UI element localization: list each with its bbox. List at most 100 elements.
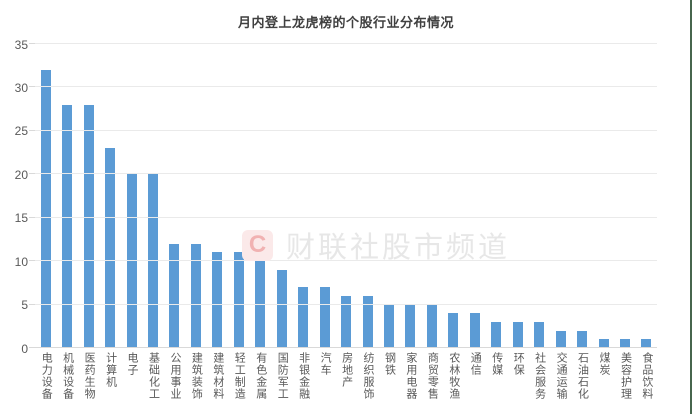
x-tick-label: 汽车 xyxy=(319,352,332,376)
y-tick-mark xyxy=(29,43,35,44)
bar-环保 xyxy=(512,321,523,348)
bar-column xyxy=(164,44,185,348)
x-label-cell: 汽车 xyxy=(314,352,335,400)
x-tick-label: 美容护理 xyxy=(619,352,632,400)
bar-column xyxy=(35,44,56,348)
bar-非银金融 xyxy=(298,287,309,348)
x-tick-label: 建筑装饰 xyxy=(190,352,203,400)
bar-建筑装饰 xyxy=(190,243,201,348)
y-tick-label: 5 xyxy=(21,298,28,313)
gridline xyxy=(35,260,657,262)
bar-column xyxy=(443,44,464,348)
plot-area xyxy=(29,43,657,348)
y-tick-mark xyxy=(29,303,35,305)
bar-series xyxy=(35,44,657,348)
x-tick-label: 通信 xyxy=(469,352,482,376)
x-tick-label: 交通运输 xyxy=(555,352,568,400)
x-label-cell: 建筑材料 xyxy=(207,352,228,400)
x-tick-label: 社会服务 xyxy=(533,352,546,400)
bar-机械设备 xyxy=(62,104,73,348)
x-tick-label: 电子 xyxy=(126,352,139,376)
bar-国防军工 xyxy=(276,269,287,348)
gridline xyxy=(35,173,657,175)
x-label-cell: 建筑装饰 xyxy=(185,352,206,400)
bar-公用事业 xyxy=(169,243,180,348)
bar-column xyxy=(78,44,99,348)
y-tick-label: 0 xyxy=(21,341,28,356)
bar-通信 xyxy=(469,313,480,348)
x-tick-label: 房地产 xyxy=(340,352,353,388)
x-tick-label: 农林牧渔 xyxy=(447,352,460,400)
bar-房地产 xyxy=(341,295,352,348)
x-label-cell: 公用事业 xyxy=(164,352,185,400)
x-tick-label: 轻工制造 xyxy=(233,352,246,400)
x-label-cell: 电力设备 xyxy=(35,352,56,400)
x-label-cell: 医药生物 xyxy=(78,352,99,400)
y-tick-label: 30 xyxy=(14,80,28,95)
x-tick-label: 煤炭 xyxy=(598,352,610,376)
y-tick-label: 20 xyxy=(14,167,28,182)
bar-column xyxy=(121,44,142,348)
x-label-cell: 环保 xyxy=(507,352,528,400)
bar-石油石化 xyxy=(577,330,588,348)
bar-家用电器 xyxy=(405,304,416,348)
x-label-cell: 纺织服饰 xyxy=(357,352,378,400)
x-tick-label: 电力设备 xyxy=(40,352,53,400)
x-tick-label: 非银金融 xyxy=(297,352,310,400)
bar-column xyxy=(56,44,77,348)
x-tick-label: 计算机 xyxy=(104,352,117,388)
bar-交通运输 xyxy=(555,330,566,348)
x-tick-label: 建筑材料 xyxy=(211,352,224,400)
bar-column xyxy=(357,44,378,348)
gridline xyxy=(35,43,657,44)
y-tick-mark xyxy=(29,347,35,348)
bar-有色金属 xyxy=(255,261,266,348)
x-label-cell: 家用电器 xyxy=(400,352,421,400)
bar-column xyxy=(250,44,271,348)
bar-煤炭 xyxy=(598,339,609,348)
x-label-cell: 交通运输 xyxy=(550,352,571,400)
x-tick-label: 纺织服饰 xyxy=(362,352,375,400)
window-edge-divider xyxy=(690,0,692,414)
x-label-cell: 国防军工 xyxy=(271,352,292,400)
bar-column xyxy=(571,44,592,348)
bar-column xyxy=(292,44,313,348)
bar-纺织服饰 xyxy=(362,295,373,348)
bar-社会服务 xyxy=(534,321,545,348)
x-label-cell: 美容护理 xyxy=(614,352,635,400)
x-tick-label: 环保 xyxy=(512,352,525,376)
bar-column xyxy=(378,44,399,348)
y-tick-label: 15 xyxy=(14,211,28,226)
y-tick-label: 35 xyxy=(14,37,28,52)
x-label-cell: 商贸零售 xyxy=(421,352,442,400)
y-tick-mark xyxy=(29,173,35,175)
gridline xyxy=(35,86,657,88)
bar-column xyxy=(99,44,120,348)
x-tick-label: 医药生物 xyxy=(83,352,96,400)
x-tick-label: 食品饮料 xyxy=(640,352,653,400)
x-tick-label: 机械设备 xyxy=(61,352,74,400)
x-axis: 电力设备 机械设备 医药生物 计算机 电子 基础化工 公用事业 建筑装饰 建筑材料 轻工制造 有色金… xyxy=(35,352,657,400)
bar-column xyxy=(142,44,163,348)
bar-建筑材料 xyxy=(212,252,223,348)
y-tick-mark xyxy=(29,260,35,262)
x-tick-label: 国防军工 xyxy=(276,352,289,400)
bar-column xyxy=(614,44,635,348)
x-label-cell: 钢铁 xyxy=(378,352,399,400)
x-label-cell: 农林牧渔 xyxy=(443,352,464,400)
y-tick-mark xyxy=(29,86,35,88)
bar-column xyxy=(636,44,657,348)
x-label-cell: 煤炭 xyxy=(593,352,614,400)
bar-column xyxy=(464,44,485,348)
x-label-cell: 非银金融 xyxy=(292,352,313,400)
gridline xyxy=(35,303,657,305)
bar-农林牧渔 xyxy=(448,313,459,348)
bar-食品饮料 xyxy=(641,339,652,348)
bar-column xyxy=(593,44,614,348)
bar-汽车 xyxy=(319,287,330,348)
x-tick-label: 石油石化 xyxy=(576,352,589,400)
y-tick-mark xyxy=(29,129,35,131)
x-label-cell: 通信 xyxy=(464,352,485,400)
bar-column xyxy=(271,44,292,348)
